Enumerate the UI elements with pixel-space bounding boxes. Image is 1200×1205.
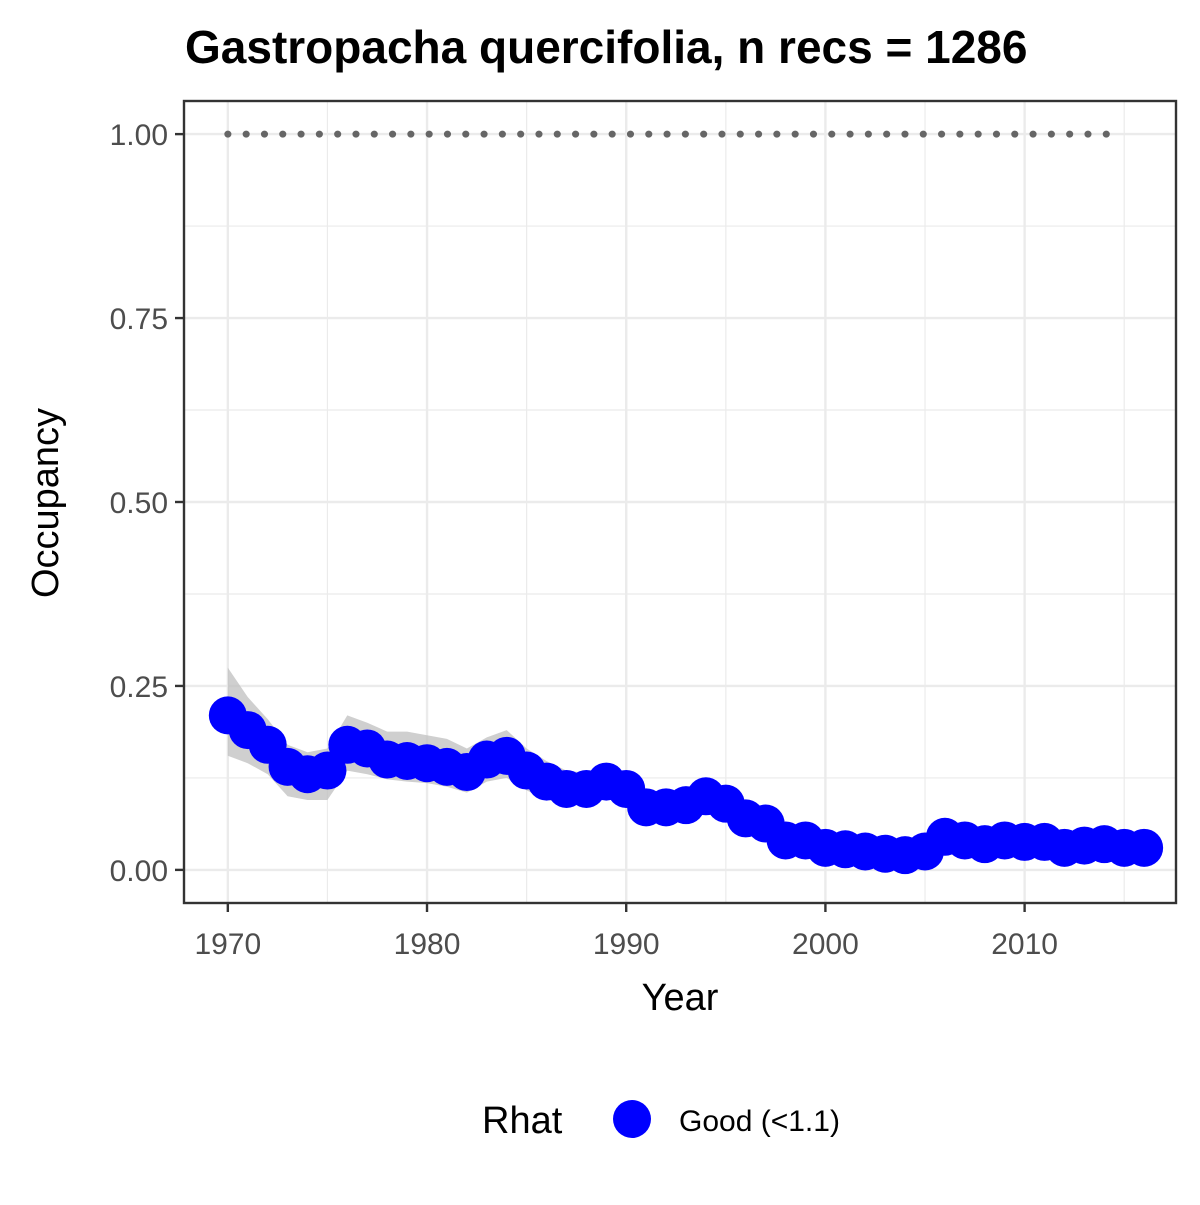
legend-label-good: Good (<1.1)	[679, 1105, 840, 1138]
y-axis-title: Occupancy	[25, 408, 67, 598]
x-tick-label: 1990	[593, 928, 660, 961]
x-tick-label: 1980	[394, 928, 461, 961]
plot-panel: 0.00 0.25 0.50 0.75 1.00 1970 1980 1990 2000 2010	[110, 99, 1178, 961]
legend-key-good	[613, 1100, 651, 1138]
x-tick-label: 2000	[792, 928, 859, 961]
y-tick-label: 1.00	[110, 119, 168, 152]
x-axis-title: Year	[642, 977, 719, 1019]
legend-title: Rhat	[482, 1100, 563, 1142]
chart-title: Gastropacha quercifolia, n recs = 1286	[185, 21, 1027, 73]
y-tick-label: 0.25	[110, 671, 168, 704]
data-point	[308, 751, 347, 790]
y-tick-label: 0.00	[110, 855, 168, 888]
legend: Rhat Good (<1.1)	[482, 1100, 840, 1142]
y-tick-label: 0.50	[110, 487, 168, 520]
x-tick-label: 1970	[194, 928, 261, 961]
data-point	[1125, 828, 1164, 867]
x-tick-label: 2010	[991, 928, 1058, 961]
y-tick-label: 0.75	[110, 303, 168, 336]
